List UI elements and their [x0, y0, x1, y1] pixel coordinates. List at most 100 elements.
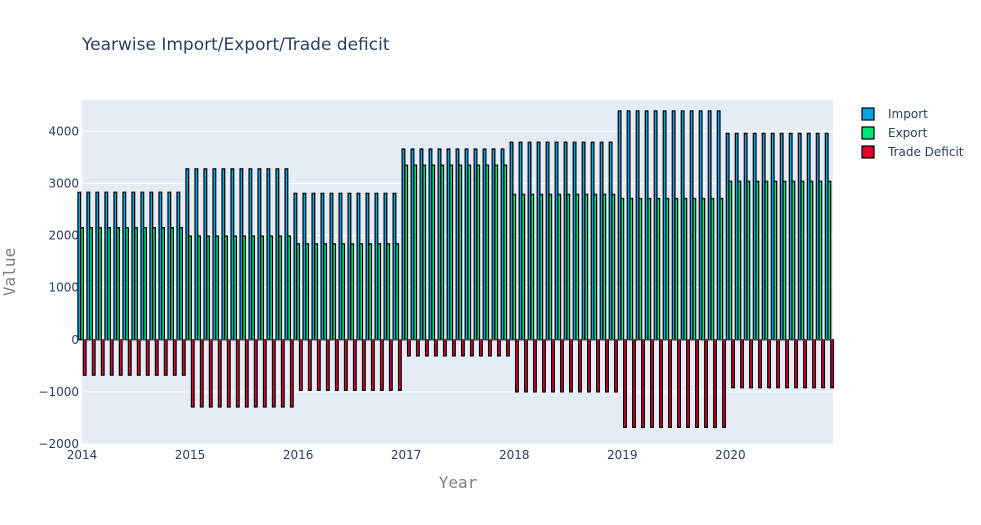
bar-trade-deficit [271, 339, 276, 408]
x-tick-label: 2019 [607, 448, 638, 462]
bar-trade-deficit [469, 339, 474, 357]
bar-export [458, 164, 463, 341]
bar-trade-deficit [82, 339, 87, 376]
x-axis-ticks: 2014 2015 2016 2017 2018 2019 2020 [67, 448, 746, 462]
y-tick-label: −1000 [38, 385, 79, 399]
bar-trade-deficit [532, 339, 537, 393]
bar-trade-deficit [415, 339, 420, 357]
bar-export [431, 164, 436, 341]
bar-export [494, 164, 499, 341]
bar-export [134, 227, 138, 341]
bar-trade-deficit [704, 339, 708, 428]
bars [77, 110, 835, 428]
bar-trade-deficit [478, 339, 483, 357]
bar-export [359, 243, 364, 341]
bar-trade-deficit [569, 339, 573, 393]
bar-trade-deficit [406, 339, 411, 357]
bar-export [287, 235, 292, 341]
bar-export [557, 193, 562, 341]
bar-export [224, 235, 229, 341]
bar-trade-deficit [677, 339, 681, 428]
chart-title: Yearwise Import/Export/Trade deficit [81, 35, 390, 55]
bar-export [125, 227, 129, 341]
bar-export [512, 193, 517, 341]
bar-trade-deficit [424, 339, 429, 357]
bar-export [683, 197, 688, 341]
bar-trade-deficit [731, 339, 735, 389]
bar-export [629, 197, 634, 341]
bar-trade-deficit [172, 339, 177, 376]
bar-export [143, 227, 147, 341]
bar-trade-deficit [199, 339, 204, 408]
bar-trade-deficit [127, 339, 132, 376]
bar-trade-deficit [740, 339, 745, 389]
bar-export [584, 193, 589, 341]
bar-export [413, 164, 418, 341]
legend-label: Trade Deficit [887, 145, 964, 159]
bar-trade-deficit [361, 339, 366, 391]
x-tick-label: 2018 [499, 448, 530, 462]
bar-trade-deficit [109, 339, 114, 376]
bar-trade-deficit [91, 339, 96, 376]
bar-export [377, 243, 382, 341]
bar-export [215, 235, 220, 341]
bar-export [404, 164, 409, 341]
bar-export [791, 180, 796, 341]
bar-trade-deficit [325, 339, 330, 391]
bar-export [665, 197, 670, 341]
bar-trade-deficit [280, 339, 285, 408]
bar-trade-deficit [695, 339, 699, 428]
y-axis-ticks: −2000 −1000 0 1000 2000 3000 4000 [38, 124, 79, 451]
bar-export [296, 243, 301, 341]
x-tick-label: 2016 [283, 448, 314, 462]
bar-trade-deficit [388, 339, 393, 391]
bar-trade-deficit [181, 339, 186, 376]
bar-trade-deficit [767, 339, 772, 389]
bar-export [755, 180, 760, 341]
bar-export [521, 193, 526, 341]
bar-export [107, 227, 111, 341]
bar-trade-deficit [379, 339, 384, 391]
bar-trade-deficit [514, 339, 519, 393]
bar-trade-deficit [154, 339, 159, 376]
bar-export [98, 227, 102, 341]
bar-export [764, 180, 769, 341]
bar-trade-deficit [587, 339, 591, 393]
legend-swatch [861, 126, 875, 140]
bar-trade-deficit [505, 339, 510, 357]
x-tick-label: 2014 [67, 448, 98, 462]
bar-export [719, 197, 724, 341]
bar-trade-deficit [668, 339, 672, 428]
bar-trade-deficit [208, 339, 213, 408]
legend-item[interactable]: Trade Deficit [861, 145, 964, 159]
bar-export [728, 180, 733, 341]
bar-trade-deficit [289, 339, 294, 408]
bar-export [692, 197, 697, 341]
bar-export [323, 243, 328, 341]
bar-trade-deficit [352, 339, 357, 391]
bar-trade-deficit [343, 339, 348, 391]
bar-export [350, 243, 355, 341]
bar-trade-deficit [614, 339, 618, 393]
bar-trade-deficit [334, 339, 339, 391]
bar-trade-deficit [686, 339, 690, 428]
y-tick-label: −2000 [38, 437, 79, 451]
bar-trade-deficit [541, 339, 546, 393]
bar-export [152, 227, 156, 341]
bar-export [746, 180, 751, 341]
bar-trade-deficit [487, 339, 492, 357]
bar-export [188, 235, 193, 341]
bar-export [260, 235, 265, 341]
bar-trade-deficit [659, 339, 663, 428]
bar-export [197, 235, 202, 341]
bar-export [710, 197, 715, 341]
bar-export [305, 243, 310, 341]
bar-export [80, 227, 84, 341]
legend-item[interactable]: Export [861, 126, 928, 140]
bar-trade-deficit [244, 339, 249, 408]
bar-export [449, 164, 454, 341]
bar-export [269, 235, 274, 341]
bar-trade-deficit [821, 339, 826, 389]
legend-item[interactable]: Import [861, 107, 928, 121]
